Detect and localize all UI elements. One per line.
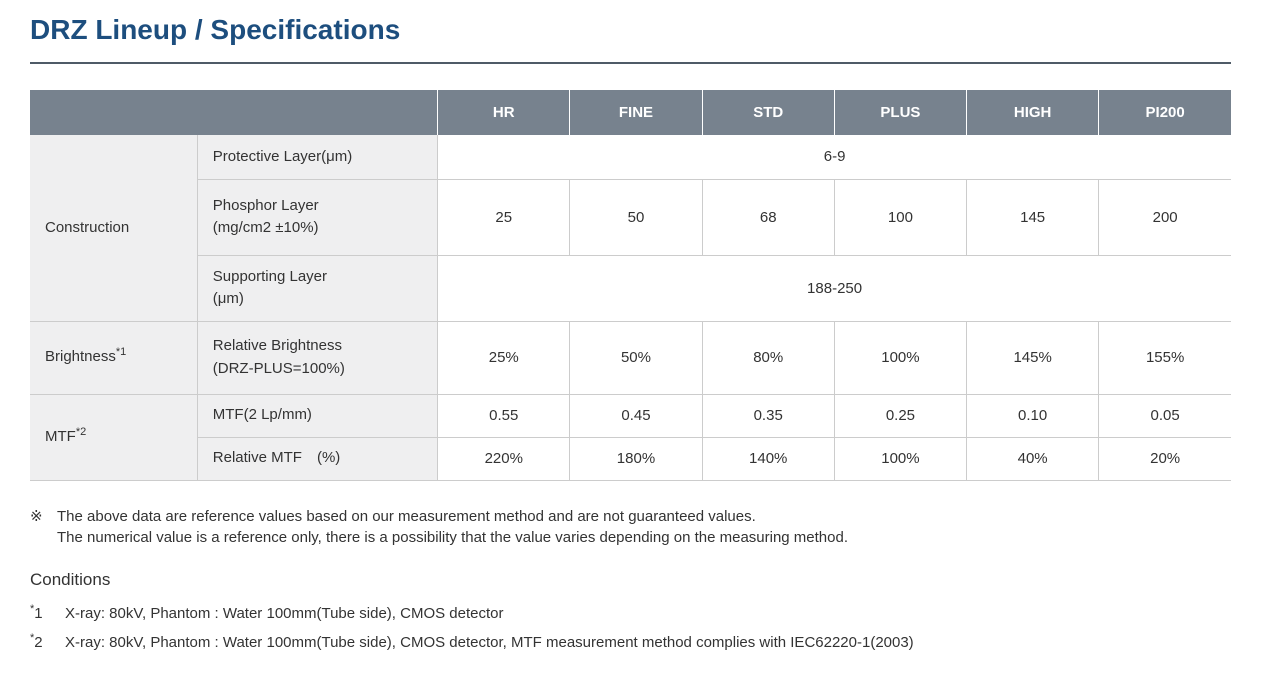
value-relative-mtf-high: 40% — [966, 437, 1100, 481]
value-brightness-fine: 50% — [569, 321, 703, 395]
sublabel-relative-mtf: Relative MTF (%) — [197, 437, 439, 481]
value-mtf-pi200: 0.05 — [1098, 394, 1231, 438]
note-line: The numerical value is a reference only,… — [57, 528, 849, 546]
sublabel-protective-layer: Protective Layer(μm) — [197, 135, 439, 180]
value-relative-mtf-plus: 100% — [834, 437, 968, 481]
condition-text: X-ray: 80kV, Phantom : Water 100mm(Tube … — [65, 604, 504, 622]
value-phosphor-fine: 50 — [569, 179, 703, 256]
row-label-mtf: MTF*2 — [30, 394, 198, 481]
notes: ※ The above data are reference values ba… — [30, 506, 1231, 548]
table-corner-cell — [30, 90, 439, 135]
spec-table: HR FINE STD PLUS HIGH PI200 Construction Protec… — [30, 90, 1231, 481]
value-phosphor-plus: 100 — [834, 179, 968, 256]
sublabel-phosphor-layer: Phosphor Layer (mg/cm2 ±10%) — [197, 179, 439, 256]
condition-star: * — [30, 631, 35, 644]
condition-text: X-ray: 80kV, Phantom : Water 100mm(Tube … — [65, 633, 914, 651]
value-phosphor-hr: 25 — [437, 179, 571, 256]
reference-mark-icon: ※ — [30, 507, 43, 525]
condition-number: 1 — [34, 604, 43, 622]
column-header-hr: HR — [437, 90, 571, 135]
footnote-ref: *1 — [115, 346, 127, 359]
value-relative-mtf-hr: 220% — [437, 437, 571, 481]
value-relative-mtf-std: 140% — [702, 437, 835, 481]
note-line: The above data are reference values base… — [57, 507, 756, 525]
value-relative-mtf-pi200: 20% — [1098, 437, 1231, 481]
table-row: Supporting Layer (μm) 188-250 — [30, 255, 1231, 322]
column-header-std: STD — [702, 90, 835, 135]
value-mtf-plus: 0.25 — [834, 394, 968, 438]
page: DRZ Lineup / Specifications HR FINE STD PLU… — [0, 15, 1266, 654]
row-label-brightness: Brightness*1 — [30, 321, 198, 395]
value-supporting-layer: 188-250 — [437, 255, 1231, 322]
value-phosphor-std: 68 — [702, 179, 835, 256]
condition-marker: *2 — [30, 632, 65, 654]
value-phosphor-high: 145 — [966, 179, 1100, 256]
table-row: Relative MTF (%) 220% 180% 140% 100% 40% 20% — [30, 437, 1231, 481]
value-mtf-std: 0.35 — [702, 394, 835, 438]
value-brightness-pi200: 155% — [1098, 321, 1231, 395]
value-phosphor-pi200: 200 — [1098, 179, 1231, 256]
title-divider — [30, 62, 1231, 64]
sublabel-mtf-2lpmm: MTF(2 Lp/mm) — [197, 394, 439, 438]
value-brightness-std: 80% — [702, 321, 835, 395]
value-brightness-hr: 25% — [437, 321, 571, 395]
condition-number: 2 — [34, 633, 43, 651]
sublabel-relative-brightness: Relative Brightness (DRZ-PLUS=100%) — [197, 321, 439, 395]
column-header-plus: PLUS — [834, 90, 968, 135]
value-mtf-hr: 0.55 — [437, 394, 571, 438]
row-label-construction: Construction — [30, 135, 198, 322]
column-header-high: HIGH — [966, 90, 1100, 135]
conditions-heading: Conditions — [30, 569, 111, 589]
column-header-pi200: PI200 — [1098, 90, 1231, 135]
sublabel-supporting-layer: Supporting Layer (μm) — [197, 255, 439, 322]
conditions-list: *1 X-ray: 80kV, Phantom : Water 100mm(Tu… — [30, 603, 1231, 654]
value-brightness-plus: 100% — [834, 321, 968, 395]
value-mtf-fine: 0.45 — [569, 394, 703, 438]
value-mtf-high: 0.10 — [966, 394, 1100, 438]
condition-marker: *1 — [30, 603, 65, 625]
value-brightness-high: 145% — [966, 321, 1100, 395]
footnote-ref: *2 — [75, 425, 87, 438]
condition-item: *1 X-ray: 80kV, Phantom : Water 100mm(Tu… — [30, 603, 1231, 625]
table-row: Brightness*1 Relative Brightness (DRZ-PLUS… — [30, 321, 1231, 395]
page-title: DRZ Lineup / Specifications — [30, 14, 401, 45]
value-relative-mtf-fine: 180% — [569, 437, 703, 481]
table-row: Construction Protective Layer(μm) 6-9 — [30, 135, 1231, 322]
condition-star: * — [30, 602, 35, 615]
value-protective-layer: 6-9 — [437, 135, 1231, 180]
condition-item: *2 X-ray: 80kV, Phantom : Water 100mm(Tu… — [30, 632, 1231, 654]
table-row: Phosphor Layer (mg/cm2 ±10%) 25 50 68 100 145 2… — [30, 179, 1231, 256]
note-lines: The above data are reference values base… — [57, 506, 848, 548]
column-header-fine: FINE — [569, 90, 703, 135]
table-row: MTF*2 MTF(2 Lp/mm) 0.55 0.45 0.35 0.25 0.10 0.0… — [30, 394, 1231, 481]
